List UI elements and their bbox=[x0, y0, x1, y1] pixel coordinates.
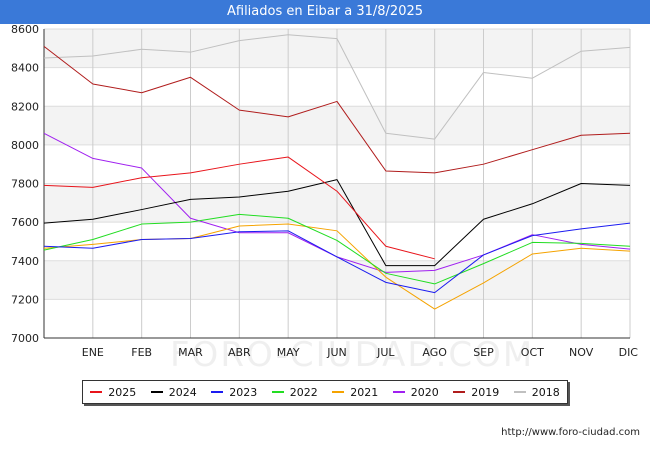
legend: 2025 2024 2023 2022 2021 2020 2019 2018 bbox=[82, 380, 568, 404]
legend-label: 2018 bbox=[531, 385, 560, 399]
watermark: FORO-CIUDAD.COM bbox=[170, 335, 535, 375]
legend-label: 2021 bbox=[350, 385, 379, 399]
legend-swatch bbox=[90, 391, 103, 393]
legend-item-2025: 2025 bbox=[90, 386, 136, 399]
x-tick-label: JUL bbox=[376, 346, 395, 359]
legend-swatch bbox=[332, 391, 345, 393]
legend-item-2018: 2018 bbox=[513, 385, 560, 399]
y-tick-label: 7200 bbox=[11, 293, 39, 306]
legend-label: 2020 bbox=[410, 385, 439, 399]
x-tick-label: SEP bbox=[473, 346, 494, 359]
legend-item-2022: 2022 bbox=[271, 385, 318, 399]
legend-label: 2024 bbox=[168, 385, 197, 399]
legend-swatch bbox=[453, 391, 466, 393]
x-tick-label: FEB bbox=[131, 346, 152, 359]
x-tick-label: MAR bbox=[178, 346, 203, 359]
x-tick-label: AGO bbox=[422, 346, 447, 359]
legend-item-2019: 2019 bbox=[453, 386, 499, 399]
legend-label: 2023 bbox=[229, 385, 258, 399]
legend-item-2024: 2024 bbox=[150, 385, 197, 399]
y-tick-label: 8400 bbox=[11, 62, 39, 75]
line-chart: 7000 7200 7400 7600 7800 8000 8200 8400 8600 ENE… bbox=[11, 24, 639, 359]
y-tick-label: 7800 bbox=[11, 178, 39, 191]
legend-item-2021: 2021 bbox=[332, 386, 378, 399]
y-tick-label: 8600 bbox=[11, 24, 39, 36]
legend-label: 2022 bbox=[289, 385, 318, 399]
series-line-2024 bbox=[43, 179, 631, 267]
legend-label: 2025 bbox=[108, 385, 137, 399]
y-tick-label: 8000 bbox=[11, 139, 39, 152]
legend-label: 2019 bbox=[471, 385, 500, 399]
x-tick-label: OCT bbox=[521, 346, 544, 359]
series-line-2019 bbox=[43, 45, 631, 174]
y-tick-label: 7400 bbox=[11, 255, 39, 268]
y-tick-label: 7600 bbox=[11, 216, 39, 229]
x-tick-label: ABR bbox=[228, 346, 251, 359]
y-tick-label: 8200 bbox=[11, 100, 39, 113]
legend-swatch bbox=[513, 391, 526, 393]
legend-item-2023: 2023 bbox=[211, 386, 257, 399]
x-tick-label: JUN bbox=[326, 346, 347, 359]
legend-item-2020: 2020 bbox=[392, 385, 439, 399]
x-tick-label: MAY bbox=[277, 346, 300, 359]
x-tick-label: DIC bbox=[619, 346, 639, 359]
legend-swatch bbox=[271, 391, 284, 393]
legend-swatch bbox=[150, 391, 163, 393]
series-line-2023 bbox=[43, 222, 631, 294]
series-line-2018 bbox=[43, 34, 631, 140]
y-tick-label: 7000 bbox=[11, 332, 39, 345]
x-tick-label: ENE bbox=[82, 346, 104, 359]
legend-swatch bbox=[211, 391, 224, 393]
chart-title: Afiliados en Eibar a 31/8/2025 bbox=[0, 0, 650, 24]
x-tick-label: NOV bbox=[569, 346, 594, 359]
series-line-2022 bbox=[43, 213, 631, 285]
legend-swatch bbox=[392, 391, 405, 393]
source-credit: http://www.foro-ciudad.com bbox=[501, 427, 640, 438]
series-line-2025 bbox=[43, 156, 435, 260]
